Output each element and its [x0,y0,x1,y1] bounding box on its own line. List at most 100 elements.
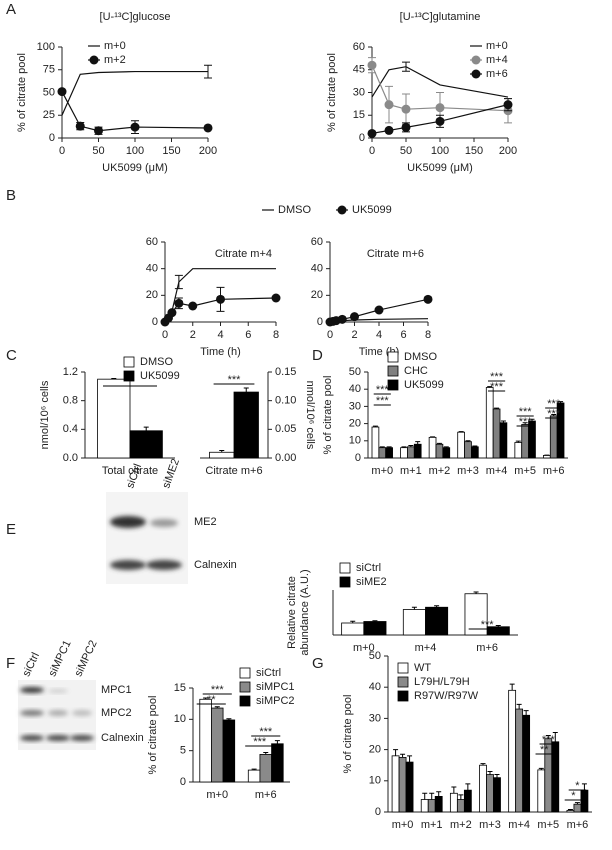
x-tick-label: 200 [499,145,517,157]
y-tick-label: 10 [369,775,381,787]
panel-label: D [312,347,323,364]
error-bar [422,792,428,800]
y-tick-label: 60 [146,236,158,248]
y-tick-label: 50 [349,366,361,378]
bar [499,422,508,459]
error-bar [443,446,449,448]
x-tick-label: 150 [162,145,180,157]
y-tick-label: 20 [146,289,158,301]
y-tick-label: 15 [353,109,365,121]
bar [407,446,415,459]
annotation: Citrate m+6 [367,248,424,260]
x-tick-label: m+2 [450,819,472,831]
y-tick-label: 0.05 [275,423,296,435]
x-tick-label: m+2 [429,465,451,477]
annotation: Citrate m+4 [215,248,272,260]
error-bar [379,446,385,448]
x-tick-label: 150 [465,145,483,157]
data-point [57,87,67,97]
error-bar [251,768,257,771]
x-tick-label: 4 [376,329,382,341]
bar [573,803,582,813]
error-bar [472,445,478,447]
bar [402,609,426,636]
error-bar [372,620,378,622]
legend-swatch [339,562,351,574]
error-bar [552,731,558,742]
chart-title: [U-¹³C]glutamine [400,11,481,23]
y-tick-label: 0.00 [275,452,296,464]
error-bar [522,422,528,425]
bar [209,451,235,459]
x-tick-label: m+0 [392,819,414,831]
data-point [203,123,213,133]
error-bar [529,418,535,422]
bar [551,741,560,813]
significance-label: *** [542,734,556,746]
error-bar [111,377,117,380]
bar [492,408,501,459]
bar [259,754,272,783]
y-tick-label: 100 [37,41,55,53]
error-bar [494,774,500,778]
x-tick-label: 6 [400,329,406,341]
y-tick-label: 50 [369,650,381,662]
error-bar [487,386,493,388]
lane-label: siME2 [160,457,182,490]
legend-label: m+4 [486,54,508,66]
x-tick-label: m+0 [206,789,228,801]
bar [271,743,284,783]
x-tick-label: 2 [351,329,357,341]
error-bar [386,446,392,448]
data-point [401,122,411,132]
data-point [94,126,103,136]
significance-label: *** [519,406,533,418]
data-point [423,294,433,304]
data-point [435,116,445,126]
bar [434,796,443,813]
legend-swatch [239,681,251,693]
y-tick-label: 0 [180,776,186,788]
error-bar [274,740,280,744]
bar [398,757,407,813]
x-tick-label: m+5 [537,819,559,831]
error-bar [429,792,435,800]
y-tick-label: 5 [180,745,186,757]
bar [537,769,546,813]
x-tick-label: m+3 [479,819,501,831]
x-tick-label: m+6 [543,465,565,477]
y-tick-label: 0.10 [275,395,296,407]
blot-band [70,735,94,741]
bar [400,447,408,459]
x-tick-label: m+4 [486,465,508,477]
error-bar [402,61,410,72]
y-tick-label: 75 [43,64,55,76]
data-point [130,122,140,132]
y-tick-label: 0 [317,316,323,328]
legend-label: siMPC2 [256,695,295,707]
y-axis-label: % of citrate pool [16,53,28,132]
bar [479,764,487,813]
legend-label: m+0 [486,40,508,52]
panel-label: B [6,187,16,204]
y-tick-label: 10 [349,435,361,447]
y-tick-label: 1.2 [63,366,78,378]
y-tick-label: 0.15 [275,366,296,378]
error-bar [523,710,529,716]
x-tick-label: 0 [59,145,65,157]
error-bar [494,407,500,409]
x-tick-label: 6 [245,329,251,341]
significance-label: *** [228,374,242,386]
bar [371,426,380,459]
y-tick-label: 0 [359,132,365,144]
y-tick-label: 20 [349,418,361,430]
x-tick-label: 8 [273,329,279,341]
legend-swatch [239,695,251,707]
bar [129,430,163,459]
legend-label: siMPC1 [256,681,295,693]
x-tick-label: Citrate m+6 [205,465,262,477]
error-bar [436,791,442,797]
legend-swatch [471,55,481,65]
bar [471,446,479,459]
panel-label: E [6,521,16,538]
